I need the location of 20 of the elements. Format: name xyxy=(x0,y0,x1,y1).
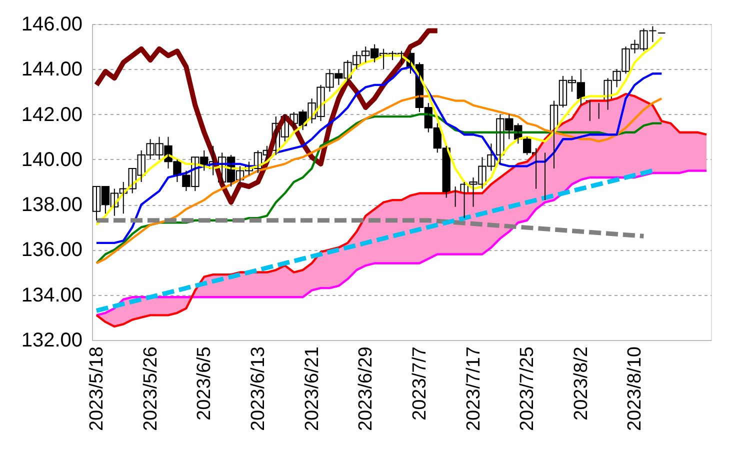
y-tick-label: 132.00 xyxy=(21,330,82,352)
y-tick-label: 146.00 xyxy=(21,14,82,36)
y-tick-label: 138.00 xyxy=(21,194,82,216)
x-tick-label: 2023/7/7 xyxy=(409,346,430,420)
x-tick-label: 2023/5/18 xyxy=(86,346,108,432)
line-series xyxy=(95,36,663,226)
y-tick-label: 142.00 xyxy=(21,104,82,126)
x-tick-label: 2023/8/2 xyxy=(570,346,592,420)
y-tick-label: 136.00 xyxy=(21,239,82,262)
y-tick-label: 134.00 xyxy=(21,284,82,306)
x-tick-label: 2023/7/17 xyxy=(463,346,484,432)
x-tick-label: 2023/6/5 xyxy=(194,346,216,420)
x-tick-label: 2023/7/25 xyxy=(517,346,538,432)
x-tick-label: 2023/6/21 xyxy=(302,346,323,432)
x-tick-label: 2023/6/29 xyxy=(356,346,377,432)
y-tick-label: 144.00 xyxy=(21,58,82,81)
x-tick-label: 2023/8/10 xyxy=(624,346,646,432)
x-tick-label: 2023/5/26 xyxy=(140,346,162,432)
y-tick-label: 140.00 xyxy=(21,148,82,171)
x-tick-label: 2023/6/13 xyxy=(248,346,269,432)
